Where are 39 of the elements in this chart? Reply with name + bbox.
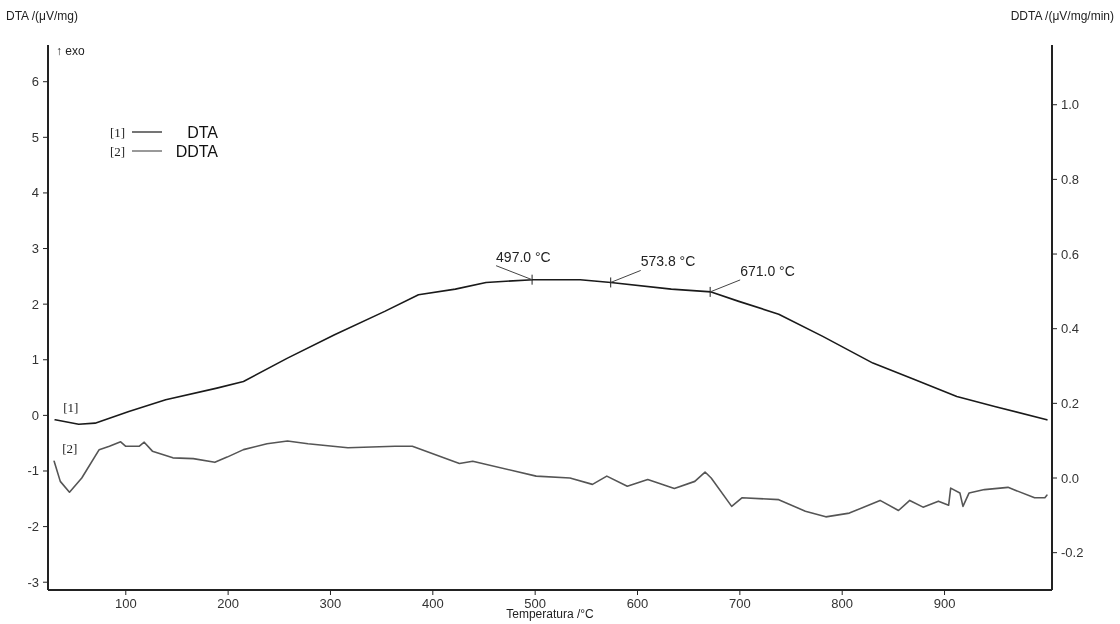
annotation: [1]	[63, 399, 79, 415]
x-tick-label: 300	[319, 596, 342, 611]
y-tick-label: -2	[27, 519, 39, 535]
annotation: 573.8 °C	[640, 253, 696, 270]
y-tick-label: 0	[31, 407, 39, 423]
x-tick-label: 700	[729, 596, 751, 611]
y-tick-label: 6	[31, 74, 39, 90]
y2-axis-title: DDTA /(μV/mg/min)	[1010, 9, 1114, 23]
y2-tick-label: 0.4	[1061, 321, 1080, 337]
x-tick-label: 200	[217, 596, 239, 611]
y-tick-label: 4	[31, 185, 39, 201]
y2-tick-label: 0.2	[1061, 395, 1080, 411]
y2-tick-label: 0.8	[1061, 171, 1080, 187]
y2-tick-label: -0.2	[1061, 545, 1084, 561]
line-series	[53, 440, 1048, 518]
y-tick-label: -3	[27, 574, 39, 590]
annotation: ↑ exo	[56, 44, 86, 58]
legend-label: DDTA	[175, 143, 219, 160]
annotation: 671.0 °C	[740, 262, 795, 279]
x-tick-label: 800	[831, 596, 854, 611]
y-tick-label: 2	[31, 296, 39, 312]
y-tick-label: 5	[31, 129, 39, 145]
y-tick-label: 1	[31, 352, 39, 368]
y-tick-label: -1	[27, 463, 39, 479]
text: [2]	[110, 144, 126, 159]
x-tick-label: 100	[114, 596, 137, 611]
annotation: [2]	[62, 440, 78, 456]
y-tick-label: 3	[31, 241, 39, 257]
text: [1]	[110, 125, 126, 140]
y2-tick-label: 0.6	[1061, 246, 1080, 262]
x-tick-label: 400	[421, 596, 444, 611]
y2-tick-label: 1.0	[1061, 97, 1080, 113]
legend-label: DTA	[187, 124, 219, 141]
x-tick-label: 600	[626, 596, 649, 611]
annotation: 497.0 °C	[496, 248, 551, 265]
y-axis-title: DTA /(μV/mg)	[6, 9, 79, 23]
line-series	[54, 278, 1048, 426]
y2-tick-label: 0.0	[1061, 470, 1080, 486]
x-tick-label: 900	[933, 596, 956, 611]
